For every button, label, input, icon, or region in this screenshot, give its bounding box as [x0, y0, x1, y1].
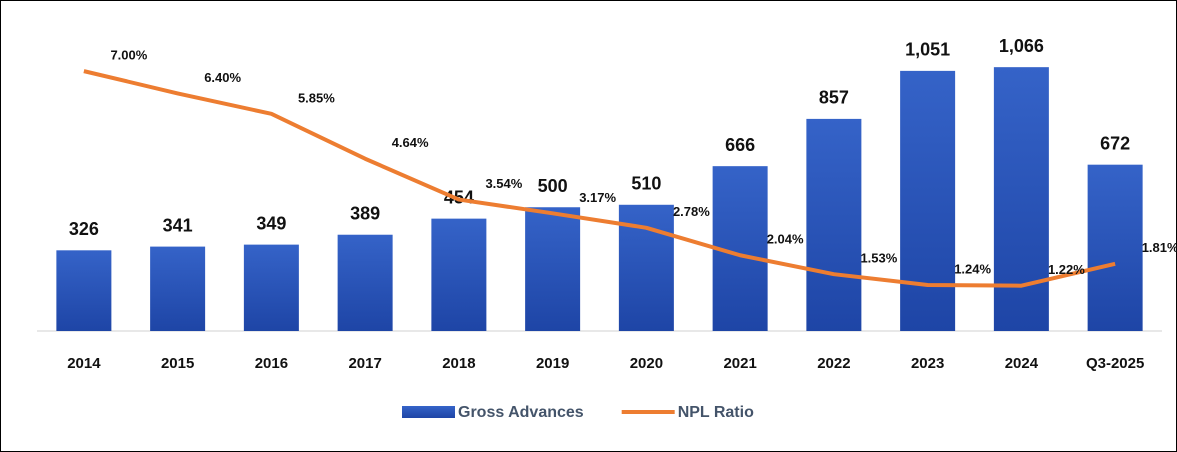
bar-label: 857 [819, 88, 849, 108]
bar [150, 246, 206, 331]
x-tick-label: 2014 [67, 355, 101, 372]
bar-label: 1,066 [999, 36, 1044, 56]
bar [243, 244, 299, 331]
bar [900, 70, 956, 331]
x-tick-label: 2016 [255, 355, 288, 372]
x-tick-label: 2022 [817, 355, 850, 372]
x-tick-label: 2019 [536, 355, 569, 372]
bar-label: 326 [69, 219, 99, 239]
x-tick-label: Q3-2025 [1086, 355, 1144, 372]
bar-label: 500 [538, 176, 568, 196]
bar-label: 454 [444, 187, 474, 207]
x-tick-label: 2017 [348, 355, 381, 372]
bar-label: 1,051 [905, 40, 950, 60]
x-tick-label: 2023 [911, 355, 944, 372]
bar [56, 250, 112, 331]
legend-label: Gross Advances [458, 404, 584, 421]
line-label: 1.22% [1048, 262, 1085, 277]
line-label: 3.54% [485, 176, 522, 191]
legend-label: NPL Ratio [678, 404, 754, 421]
bar-label: 672 [1100, 133, 1130, 153]
bar [806, 118, 862, 331]
line-label: 1.81% [1142, 240, 1177, 255]
x-tick-label: 2024 [1005, 355, 1039, 372]
line-label: 5.85% [298, 90, 335, 105]
line-label: 1.24% [954, 261, 991, 276]
bar [431, 218, 487, 331]
bar-label: 510 [631, 174, 661, 194]
x-tick-label: 2021 [723, 355, 756, 372]
bar [1087, 164, 1143, 331]
bar-label: 666 [725, 135, 755, 155]
line-label: 1.53% [860, 251, 897, 266]
line-label: 6.40% [204, 70, 241, 85]
bar [525, 207, 581, 331]
line-label: 7.00% [110, 48, 147, 63]
bar-label: 349 [256, 213, 286, 233]
bar-label: 389 [350, 203, 380, 223]
bar [337, 234, 393, 331]
x-tick-label: 2018 [442, 355, 475, 372]
x-tick-label: 2020 [630, 355, 663, 372]
bar-label: 341 [163, 215, 193, 235]
line-label: 2.78% [673, 204, 710, 219]
line-label: 2.04% [767, 232, 804, 247]
x-tick-label: 2015 [161, 355, 194, 372]
legend-swatch [402, 406, 455, 418]
line-label: 4.64% [392, 135, 429, 150]
line-label: 3.17% [579, 190, 616, 205]
bar [993, 67, 1049, 331]
npl-line [83, 69, 1116, 288]
